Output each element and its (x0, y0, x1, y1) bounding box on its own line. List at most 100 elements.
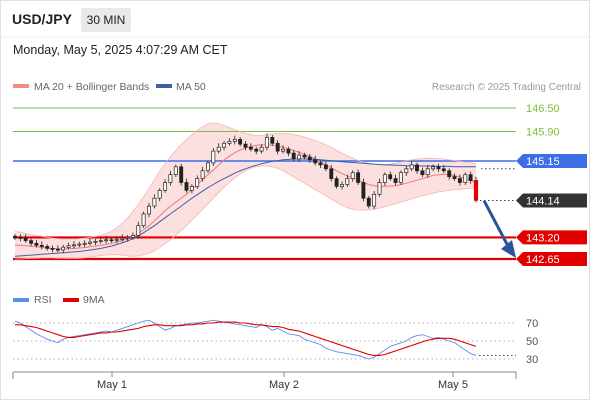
candle-body (334, 178, 339, 187)
candle-body (318, 162, 323, 166)
legend-swatch-9ma (63, 298, 79, 302)
candlesticks (13, 133, 479, 254)
candle-body (136, 225, 141, 236)
bollinger-band-fill (15, 122, 476, 260)
pair-title: USD/JPY (12, 11, 73, 27)
candle-body (195, 178, 200, 187)
candle-body (259, 146, 264, 152)
candle-body (206, 162, 210, 172)
candle-body (382, 174, 387, 183)
candle-body (297, 154, 302, 160)
candle-body (109, 239, 114, 242)
candle-body (13, 235, 17, 238)
candle-body (436, 166, 441, 170)
candle-body (184, 182, 189, 191)
candle-body (281, 148, 285, 152)
level-tag-143-20 (516, 230, 587, 245)
projection-arrow-head (501, 240, 516, 258)
candle-last (473, 180, 479, 201)
candle-body (388, 174, 393, 179)
level-tag-145-15 (516, 153, 587, 168)
rsi-tick-30: 30 (526, 354, 538, 366)
candle-body (104, 239, 109, 242)
candle-body (72, 244, 76, 247)
candle-body (125, 237, 130, 239)
level-tag-144-14 (516, 193, 587, 208)
legend-swatch-ma50 (156, 84, 172, 88)
candle-body (173, 166, 178, 175)
candle-body (409, 164, 414, 170)
candle-body (441, 168, 446, 172)
candle-body (120, 237, 125, 240)
candle-body (189, 186, 194, 191)
candle-body (130, 235, 135, 238)
legend-rsi: RSI (34, 294, 52, 306)
candle-body (468, 174, 473, 181)
candle-body (313, 159, 318, 164)
candle-body (238, 139, 243, 145)
projection-arrow-shaft (482, 199, 511, 249)
candle-body (361, 182, 366, 199)
candle-body (45, 246, 50, 249)
x-axis-label: May 5 (438, 379, 468, 391)
level-label-145-90: 145.90 (526, 127, 560, 139)
level-label-142-65: 142.65 (526, 254, 560, 266)
candle-body (254, 148, 259, 152)
candle-body (264, 137, 269, 148)
candle-body (302, 154, 307, 158)
level-label-146-50: 146.50 (526, 103, 560, 115)
timeframe-badge (81, 8, 131, 32)
candle-body (340, 184, 344, 187)
candle-body (23, 237, 28, 241)
candle-body (372, 193, 377, 207)
candle-body (98, 240, 103, 242)
legend-ma50: MA 50 (176, 81, 206, 93)
candle-body (50, 248, 55, 250)
candle-body (398, 172, 403, 183)
candle-body (420, 170, 425, 176)
bollinger-lower-line (15, 165, 476, 260)
datetime-label: Monday, May 5, 2025 4:07:29 AM CET (13, 43, 228, 57)
candle-body (179, 166, 184, 183)
candle-body (377, 182, 382, 195)
candle-body (248, 146, 253, 150)
candle-body (232, 139, 237, 142)
candle-body (29, 240, 34, 244)
candle-body (415, 164, 419, 172)
ma50-line (14, 158, 476, 257)
candle-body (147, 205, 151, 215)
candle-body (457, 178, 462, 183)
candle-body (152, 197, 157, 207)
candle-body (452, 176, 457, 179)
price-levels (13, 107, 516, 261)
candle-body (243, 143, 248, 148)
level-label-145-15: 145.15 (526, 156, 560, 168)
bollinger-upper-line (14, 122, 477, 240)
candle-body (222, 142, 226, 148)
candle-body (270, 137, 275, 144)
candle-body (163, 182, 168, 191)
level-label-144-14: 144.14 (526, 196, 560, 208)
candle-body (227, 140, 232, 144)
x-axis-label: May 2 (269, 379, 299, 391)
candle-body (366, 197, 371, 207)
legend-swatch-ma20 (13, 84, 29, 88)
candle-body (77, 243, 82, 246)
candle-body (157, 190, 162, 199)
candle-body (447, 170, 452, 178)
candle-body (55, 248, 60, 251)
candle-body (291, 152, 296, 160)
rsi-tick-50: 50 (526, 336, 538, 348)
candle-body (200, 170, 205, 179)
candle-body (93, 241, 98, 243)
candle-body (329, 168, 334, 179)
candle-body (39, 244, 44, 247)
candle-body (18, 237, 23, 239)
ma9-line (15, 321, 477, 356)
bollinger-band-area (15, 122, 476, 260)
candle-body (307, 156, 312, 161)
legend-9ma: 9MA (83, 294, 105, 306)
x-axis: May 1 May 2 May 5 (12, 372, 517, 391)
